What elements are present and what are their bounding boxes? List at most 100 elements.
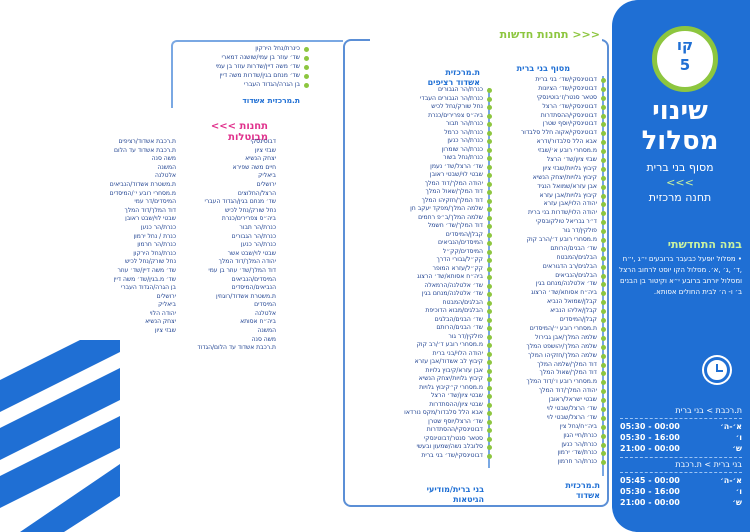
line-badge-ring	[652, 26, 718, 92]
route-stop: שד׳ הרצל/שבטי לוי	[456, 405, 606, 414]
outbound-stop-list: דבוטינסקי/שד׳ בני ברית דבוטינסקי/שד׳ הציו…	[456, 76, 606, 467]
stop-dot	[487, 326, 492, 331]
cancelled-stop: ת.רכבת אשדוד/רציפים	[118, 138, 176, 145]
route-stop: שבטי לוי/שבטי ראובן	[360, 171, 492, 180]
route-stop: סלובלב נשה/שמעון ובעשי	[360, 443, 492, 452]
route-stop: ד״ר גבריאל טולקובסקי	[456, 218, 606, 227]
stop-name: שד׳ מנחם בגין/שדרות משה דיין	[219, 72, 300, 79]
stop-name: המיסדים/הנביאים	[437, 239, 483, 246]
stop-name: בן הגרה/הגדוד העברי	[244, 81, 300, 88]
cancelled-label: תחנות מבוטלות	[228, 121, 268, 143]
stop-dot	[601, 318, 606, 324]
stop-dot	[601, 424, 606, 430]
stop-dot	[487, 445, 492, 450]
stop-name: דוד המלך/שאול המלך	[425, 188, 483, 195]
route-stop: קק״ל/גבורי הדרך	[360, 256, 492, 265]
route-stop: כנרת/הר הגבורים	[360, 86, 492, 95]
route-stop: ביה״ח/נחל צין	[456, 423, 606, 432]
cancelled-stop: ירושלים	[156, 292, 176, 300]
route-stop: יהודה הלוי/אבן עזרא	[456, 200, 606, 209]
stop-dot	[487, 224, 492, 229]
stop-name: הבלגים/המבטח	[442, 298, 483, 306]
stop-name: שלמה המלך/ב״פ רחמים	[418, 213, 483, 221]
whats-new-text: • מסלול יופעל כבעבר ברובעים י״ג ,י״ח ,ד׳…	[619, 255, 742, 296]
stop-name: דבוטינסקי/שד׳ בני ברית	[421, 451, 483, 459]
stop-dot	[487, 173, 492, 178]
stop-name: קבלן/שמואל הנביא	[547, 298, 597, 306]
stop-name: כנרת/נחל בשור	[443, 154, 483, 161]
stop-name: שד׳ הרצל/שבטי לוי	[546, 404, 597, 412]
stop-dot	[487, 428, 492, 433]
stop-name: שד׳ הבנים/הרותם	[436, 324, 483, 331]
route-summary: מסוף בני ברית <<< תחנה מרכזית	[616, 160, 744, 205]
route-stop: יהודה המלך/דוד המלך	[456, 387, 606, 396]
route-stop: יהודה הלוי/שדרות בני ברית	[456, 209, 606, 218]
cancelled-stop: יצחק הנשיא	[245, 155, 276, 163]
stop-name: מ.מסחרי ק״קיבוץ גלויות	[419, 383, 483, 391]
cancelled-stop: הנביאים/המיסדים	[231, 284, 276, 292]
stop-name: דבוטינסקי/שד׳ בני ברית	[535, 76, 597, 83]
stop-name: פולקין/דר גור	[448, 332, 483, 340]
route-stop: דוד המלך/שד׳ חשמל	[360, 222, 492, 231]
route-stop: דוד המלך/שאול המלך	[456, 369, 606, 378]
ashdod-connector	[171, 40, 343, 108]
cancelled-stop: ת.משטרת אשדוד/הנביאים	[109, 180, 176, 188]
route-stop: שלמה המלך/אבן גבירול	[456, 334, 606, 343]
cancelled-stop: המשנה	[257, 327, 276, 335]
stop-dot	[601, 460, 606, 466]
page-title: שינוי מסלול	[614, 96, 746, 156]
stop-dot	[487, 300, 492, 306]
cancelled-stop: שד׳ מ.בגין/שד׳ משה דיין	[113, 275, 176, 283]
route-stop: כנרת/הר כרמל	[360, 129, 492, 138]
stop-name: כנרת/הר תבור	[445, 120, 483, 127]
cancelled-stop: שד׳ משה דיין/שד׳ עוזר	[117, 266, 176, 274]
frame-gap	[370, 34, 602, 44]
stop-dot	[487, 122, 492, 127]
stop-dot	[601, 273, 606, 279]
schedule2-row: 05:30 - 16:00 ו׳	[620, 487, 742, 498]
stop-dot	[487, 385, 492, 391]
route-stop: כנרת/הר הגבורים העבדי	[360, 95, 492, 104]
route-stop: דוד המלך/חזקיהו המלך	[360, 197, 492, 206]
cancelled-stop: מ.מסחרי רובע י׳/המיסדים	[109, 189, 176, 197]
stop-dot	[601, 406, 606, 412]
stop-name: דוד המלך/שלמה המלך	[537, 360, 597, 368]
stop-dot	[487, 266, 492, 272]
route-stop: שבטי ישראל/ראובן	[456, 396, 606, 405]
cancelled-stop: שד׳ מנחם בגין/הגדוד העברי	[204, 198, 276, 206]
stop-name: שד׳ עוזר בן עמי/שושנה דמארי	[221, 54, 300, 61]
stop-dot	[487, 232, 492, 238]
decorative-stripes	[0, 340, 120, 532]
route-stop: שלמה המלך/ב״פ רחמים	[360, 214, 492, 223]
route-stop: דבוטינסקי/שד׳ בני ברית	[360, 452, 492, 461]
stop-dot	[601, 282, 606, 288]
divider	[620, 472, 742, 473]
stop-dot	[487, 88, 492, 93]
stop-dot	[601, 255, 606, 261]
route-stop: קיבוץ גלויות/אבן עזרא	[456, 192, 606, 201]
stop-dot	[601, 184, 606, 190]
route-stop: שד׳ אלטלנה/הרמאלה	[360, 282, 492, 291]
stop-name: קיבוץ גלויות/יצחק הנשיא	[418, 375, 483, 382]
route-stop: סטאר סנטר/ז׳בוטינסקי	[456, 94, 606, 103]
stop-dot	[487, 207, 492, 212]
stop-name: יהודה הלוי/בני ברית	[432, 349, 483, 357]
stop-name: שבטי ציון/ההסתדרות	[429, 400, 483, 408]
stop-name: דוד המלך/חזקיהו המלך	[421, 196, 483, 204]
cancelled-stop: המיסדים	[254, 301, 276, 309]
stop-dot	[601, 415, 606, 421]
stop-dot	[487, 215, 492, 221]
stop-dot	[601, 193, 606, 199]
stop-name: קיבוץ גלויות/יצחק הנשיא	[532, 173, 597, 181]
cancelled-stop: כנרת / נחל ירמון	[133, 232, 176, 240]
cancelled-stop: ביאליק	[158, 301, 176, 309]
route-stop: כנרת/נחל בשור	[360, 154, 492, 163]
route-stop: שד׳ הבנים/הבלגים	[360, 316, 492, 325]
cancelled-stop: כנרת/הר תבור	[239, 223, 276, 231]
stop-name: שבטי ישראל/ראובן	[548, 396, 597, 404]
stop-name: הבלגים/המבטח	[556, 253, 597, 261]
route-stop: שד׳ משה דיין/שדרות עוזר בן עמי	[173, 63, 309, 72]
route-stop: יהודה הלוי/בני ברית	[360, 350, 492, 359]
stop-name: כנרת/חיי הגון	[563, 431, 597, 439]
route-stop: דבוטינסקי/שד׳ בני ברית	[456, 76, 606, 85]
